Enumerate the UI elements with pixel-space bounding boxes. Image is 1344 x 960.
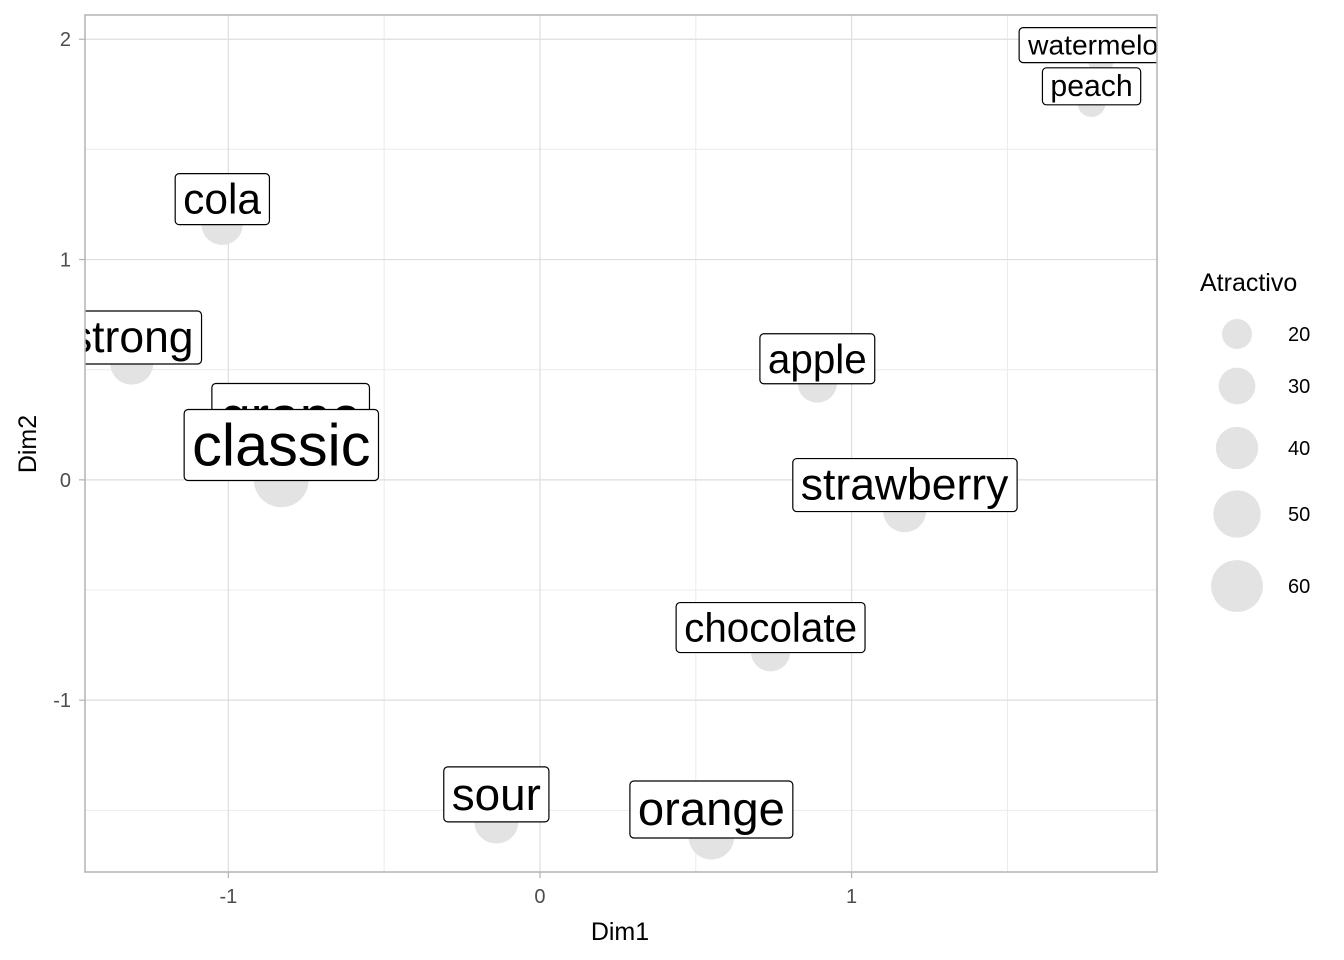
legend-label: 50 xyxy=(1288,504,1310,526)
point-label-chocolate: chocolate xyxy=(675,601,866,654)
label-text: watermelon xyxy=(1027,30,1174,61)
label-box xyxy=(759,333,876,385)
legend-key-60 xyxy=(1211,560,1263,612)
label-text: strong xyxy=(70,313,194,362)
y-tick-label: 2 xyxy=(60,29,71,51)
x-axis-ticks: -1 0 1 xyxy=(219,872,857,908)
legend-label: 30 xyxy=(1288,376,1310,398)
point-label-watermelon: watermelon xyxy=(1018,27,1174,64)
legend-label: 60 xyxy=(1288,576,1310,598)
x-axis-title: Dim1 xyxy=(591,918,649,946)
point-label-orange: orange xyxy=(629,780,794,839)
minor-gridlines xyxy=(85,15,1157,872)
label-box xyxy=(792,457,1018,513)
legend-key-30 xyxy=(1218,367,1256,405)
label-text: apple xyxy=(768,336,867,382)
x-tick-label: -1 xyxy=(219,886,237,908)
label-text: strawberry xyxy=(801,461,1009,510)
label-box xyxy=(675,601,866,654)
y-axis-title: Dim2 xyxy=(14,415,42,473)
labels-layer: colastronggrapeclassicapplestrawberrycho… xyxy=(70,27,1174,839)
point-label-strawberry: strawberry xyxy=(792,457,1018,513)
label-box xyxy=(1041,67,1142,106)
label-text: classic xyxy=(192,411,370,478)
label-text: peach xyxy=(1050,70,1132,103)
legend-label: 40 xyxy=(1288,438,1310,460)
x-tick-label: 1 xyxy=(846,886,857,908)
y-tick-label: -1 xyxy=(53,690,71,712)
label-box xyxy=(183,408,380,482)
y-axis-ticks: -1 0 1 2 xyxy=(53,29,85,712)
label-box xyxy=(443,766,550,823)
point-label-peach: peach xyxy=(1041,67,1142,106)
label-box xyxy=(174,173,271,226)
label-box xyxy=(1018,27,1157,64)
label-box xyxy=(629,780,794,839)
point-label-sour: sour xyxy=(443,766,550,823)
x-tick-label: 0 xyxy=(534,886,545,908)
legend-key-20 xyxy=(1222,319,1252,349)
panel-border xyxy=(84,14,1158,873)
legend-label: 20 xyxy=(1288,324,1310,346)
label-box xyxy=(85,310,203,365)
label-text: chocolate xyxy=(684,605,857,651)
legend-title: Atractivo xyxy=(1200,269,1297,297)
point-label-cola: cola xyxy=(174,173,271,226)
legend-key-40 xyxy=(1215,426,1259,470)
y-tick-label: 0 xyxy=(60,470,71,492)
point-label-classic: classic xyxy=(183,408,380,482)
y-tick-label: 1 xyxy=(60,250,71,272)
label-text: cola xyxy=(183,176,261,223)
label-text: orange xyxy=(638,783,785,836)
point-label-strong: strong xyxy=(70,310,203,365)
point-label-apple: apple xyxy=(759,333,876,385)
legend-key-50 xyxy=(1213,490,1261,538)
label-text: sour xyxy=(452,769,541,820)
size-legend: Atractivo 20 30 40 50 60 xyxy=(1200,269,1310,612)
